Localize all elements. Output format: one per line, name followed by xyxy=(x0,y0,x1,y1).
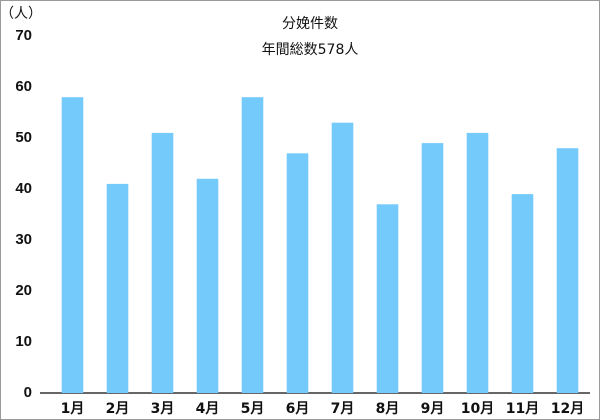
y-axis-label: （人） xyxy=(0,6,42,22)
bar xyxy=(151,132,174,393)
bar xyxy=(421,143,444,393)
x-tick-label: 8月 xyxy=(376,401,400,417)
x-tick-label: 6月 xyxy=(286,401,310,417)
x-tick-label: 12月 xyxy=(551,401,584,417)
y-tick-label: 20 xyxy=(15,282,32,299)
bar xyxy=(331,122,354,393)
y-tick-label: 60 xyxy=(15,78,32,95)
x-tick-label: 3月 xyxy=(151,401,175,417)
y-tick-label: 40 xyxy=(15,180,32,197)
y-tick-label: 30 xyxy=(15,231,32,248)
bar xyxy=(376,204,399,393)
y-tick-label: 50 xyxy=(15,129,32,146)
x-tick-label: 7月 xyxy=(331,401,355,417)
bar xyxy=(106,183,129,393)
bar xyxy=(61,97,84,393)
bar xyxy=(241,97,264,393)
x-tick-label: 10月 xyxy=(461,401,494,417)
y-tick-label: 10 xyxy=(15,333,32,350)
bar xyxy=(286,153,309,393)
x-tick-label: 9月 xyxy=(421,401,445,417)
chart-subtitle: 年間総数578人 xyxy=(262,42,359,58)
y-tick-label: 70 xyxy=(15,27,32,44)
x-tick-label: 11月 xyxy=(506,401,539,417)
y-tick-label: 0 xyxy=(24,384,32,401)
x-tick-label: 4月 xyxy=(196,401,220,417)
bar xyxy=(556,148,579,393)
bar xyxy=(466,132,489,393)
bar xyxy=(511,194,534,393)
x-tick-label: 2月 xyxy=(106,401,130,417)
chart-title: 分娩件数 xyxy=(282,16,338,32)
x-tick-label: 5月 xyxy=(241,401,265,417)
bar xyxy=(196,178,219,393)
x-tick-label: 1月 xyxy=(61,401,85,417)
